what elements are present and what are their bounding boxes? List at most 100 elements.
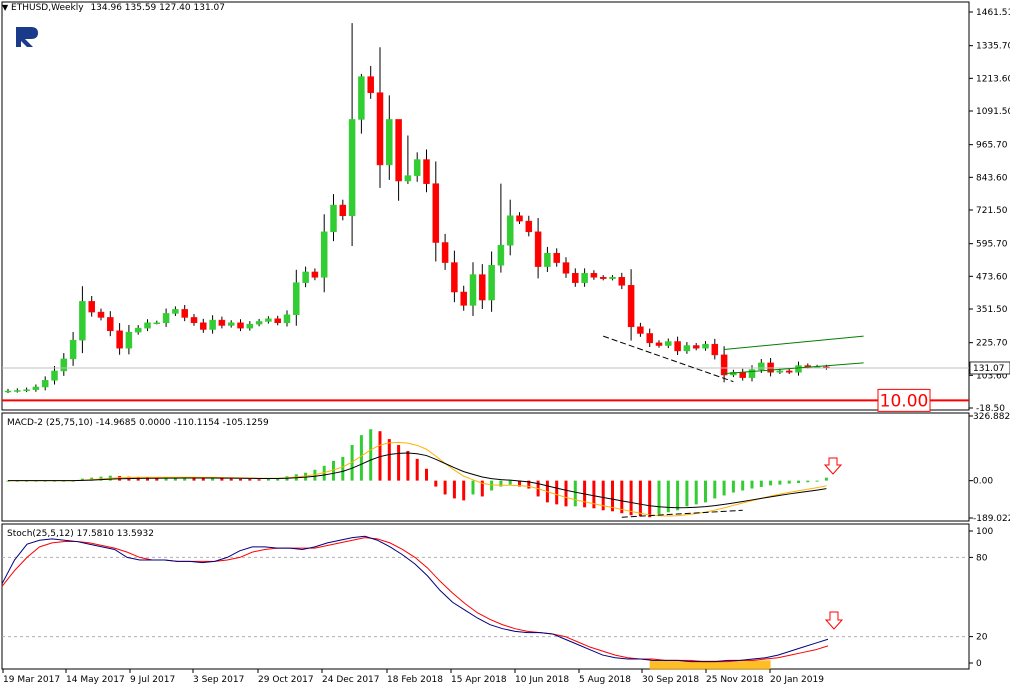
- candle-body: [376, 92, 384, 166]
- macd-histogram-bar: [80, 478, 84, 481]
- candle-body: [711, 343, 719, 356]
- macd-tick-label: -189.0220: [973, 514, 1010, 524]
- candle-body: [218, 319, 226, 326]
- macd-histogram-bar: [620, 480, 624, 514]
- macd-histogram-bar: [694, 480, 698, 505]
- candle-body: [227, 322, 235, 326]
- current-price-label: 131.07: [973, 364, 1005, 374]
- candle-body: [190, 317, 198, 324]
- time-tick-label: 9 Jul 2017: [130, 675, 175, 685]
- price-tick-label: 965.70: [976, 141, 1008, 151]
- candle-body: [265, 318, 272, 322]
- candle-body: [367, 76, 374, 93]
- time-tick-label: 19 Mar 2017: [3, 675, 60, 685]
- macd-histogram-bar: [341, 456, 345, 481]
- candle-body: [134, 327, 142, 333]
- macd-histogram-bar: [527, 480, 531, 489]
- candle-body: [358, 76, 365, 120]
- macd-histogram-bar: [787, 480, 791, 484]
- macd-histogram-bar: [266, 478, 270, 481]
- macd-histogram-bar: [555, 480, 559, 505]
- time-tick-label: 20 Jan 2019: [770, 675, 824, 685]
- price-tick-label: -18.50: [976, 404, 1005, 414]
- macd-histogram-bar: [415, 458, 419, 481]
- macd-histogram-bar: [471, 480, 475, 495]
- candle-body: [785, 370, 793, 373]
- macd-title: MACD-2 (25,75,10) -14.9685 0.0000 -110.1…: [7, 418, 269, 428]
- price-tick-label: 103.60: [976, 371, 1008, 381]
- candle-body: [795, 365, 802, 373]
- candle-body: [302, 271, 309, 283]
- candle-body: [488, 265, 495, 301]
- price-tick-label: 1213.60: [976, 74, 1010, 84]
- candle-body: [200, 322, 207, 330]
- candle-body: [479, 274, 486, 301]
- candle-body: [237, 322, 244, 329]
- candle-body: [125, 331, 133, 349]
- macd-histogram-bar: [443, 480, 447, 495]
- down-arrow-icon: [823, 457, 843, 475]
- time-tick-label: 5 Aug 2018: [579, 675, 631, 685]
- stoch-signal-line: [1, 537, 829, 663]
- down-arrow-icon: [824, 611, 844, 630]
- macd-histogram-bar: [666, 480, 670, 513]
- candle-body: [720, 354, 728, 376]
- dropdown-triangle-icon[interactable]: ▼: [2, 3, 9, 12]
- stoch-tick-label: 100: [976, 527, 993, 537]
- macd-histogram-bar: [824, 477, 828, 481]
- macd-histogram-bar: [713, 480, 717, 499]
- macd-histogram-bar: [276, 478, 280, 481]
- candle-body: [692, 345, 700, 349]
- macd-trendline: [621, 509, 743, 518]
- stoch-highlight-zone: [649, 660, 771, 670]
- candle-body: [162, 313, 170, 324]
- macd-histogram-bar: [759, 480, 763, 487]
- candle-body: [23, 389, 30, 391]
- macd-histogram-bar: [155, 477, 159, 481]
- time-tick-label: 18 Feb 2018: [387, 675, 443, 685]
- stoch-tick-label: 80: [976, 553, 988, 563]
- macd-histogram-bar: [462, 480, 466, 501]
- time-tick-label: 3 Sep 2017: [193, 675, 244, 685]
- candle-body: [60, 358, 68, 372]
- candle-body: [451, 262, 458, 293]
- chart-header: ▼ ETHUSD,Weekly 134.96 135.59 127.40 131…: [2, 3, 225, 13]
- candle-body: [432, 183, 440, 243]
- candle-body: [460, 291, 467, 306]
- candle-body: [172, 309, 179, 314]
- candle-body: [423, 159, 430, 184]
- macd-histogram-bar: [704, 480, 707, 503]
- macd-histogram-bar: [90, 477, 94, 481]
- candle-body: [320, 231, 328, 278]
- ohlc-values: 134.96 135.59 127.40 131.07: [90, 3, 225, 13]
- candle-body: [51, 370, 58, 381]
- macd-histogram-bar: [778, 480, 782, 485]
- macd-histogram-bar: [146, 477, 149, 481]
- candle-body: [553, 252, 560, 263]
- candle-body: [544, 252, 551, 267]
- price-tick-label: 721.50: [976, 206, 1008, 216]
- time-tick-label: 24 Dec 2017: [322, 675, 380, 685]
- macd-histogram-bar: [648, 480, 652, 518]
- candle-body: [283, 314, 291, 324]
- price-tick-label: 473.60: [976, 272, 1008, 282]
- macd-histogram-bar: [452, 480, 456, 499]
- candle-body: [330, 204, 337, 233]
- candle-body: [79, 301, 86, 341]
- time-tick-label: 29 Oct 2017: [258, 675, 314, 685]
- candle-body: [516, 215, 523, 222]
- macd-histogram-bar: [815, 480, 819, 482]
- candle-body: [181, 309, 188, 318]
- candle-body: [609, 277, 616, 279]
- macd-histogram-bar: [797, 480, 800, 484]
- macd-histogram-bar: [601, 480, 605, 511]
- candle-body: [293, 282, 300, 316]
- macd-histogram-bar: [434, 480, 438, 487]
- candle-body: [395, 119, 402, 182]
- macd-histogram-bar: [173, 477, 177, 481]
- candle-body: [107, 317, 114, 332]
- macd-histogram-bar: [592, 480, 596, 509]
- candle-body: [413, 159, 421, 176]
- macd-histogram-bar: [490, 480, 494, 491]
